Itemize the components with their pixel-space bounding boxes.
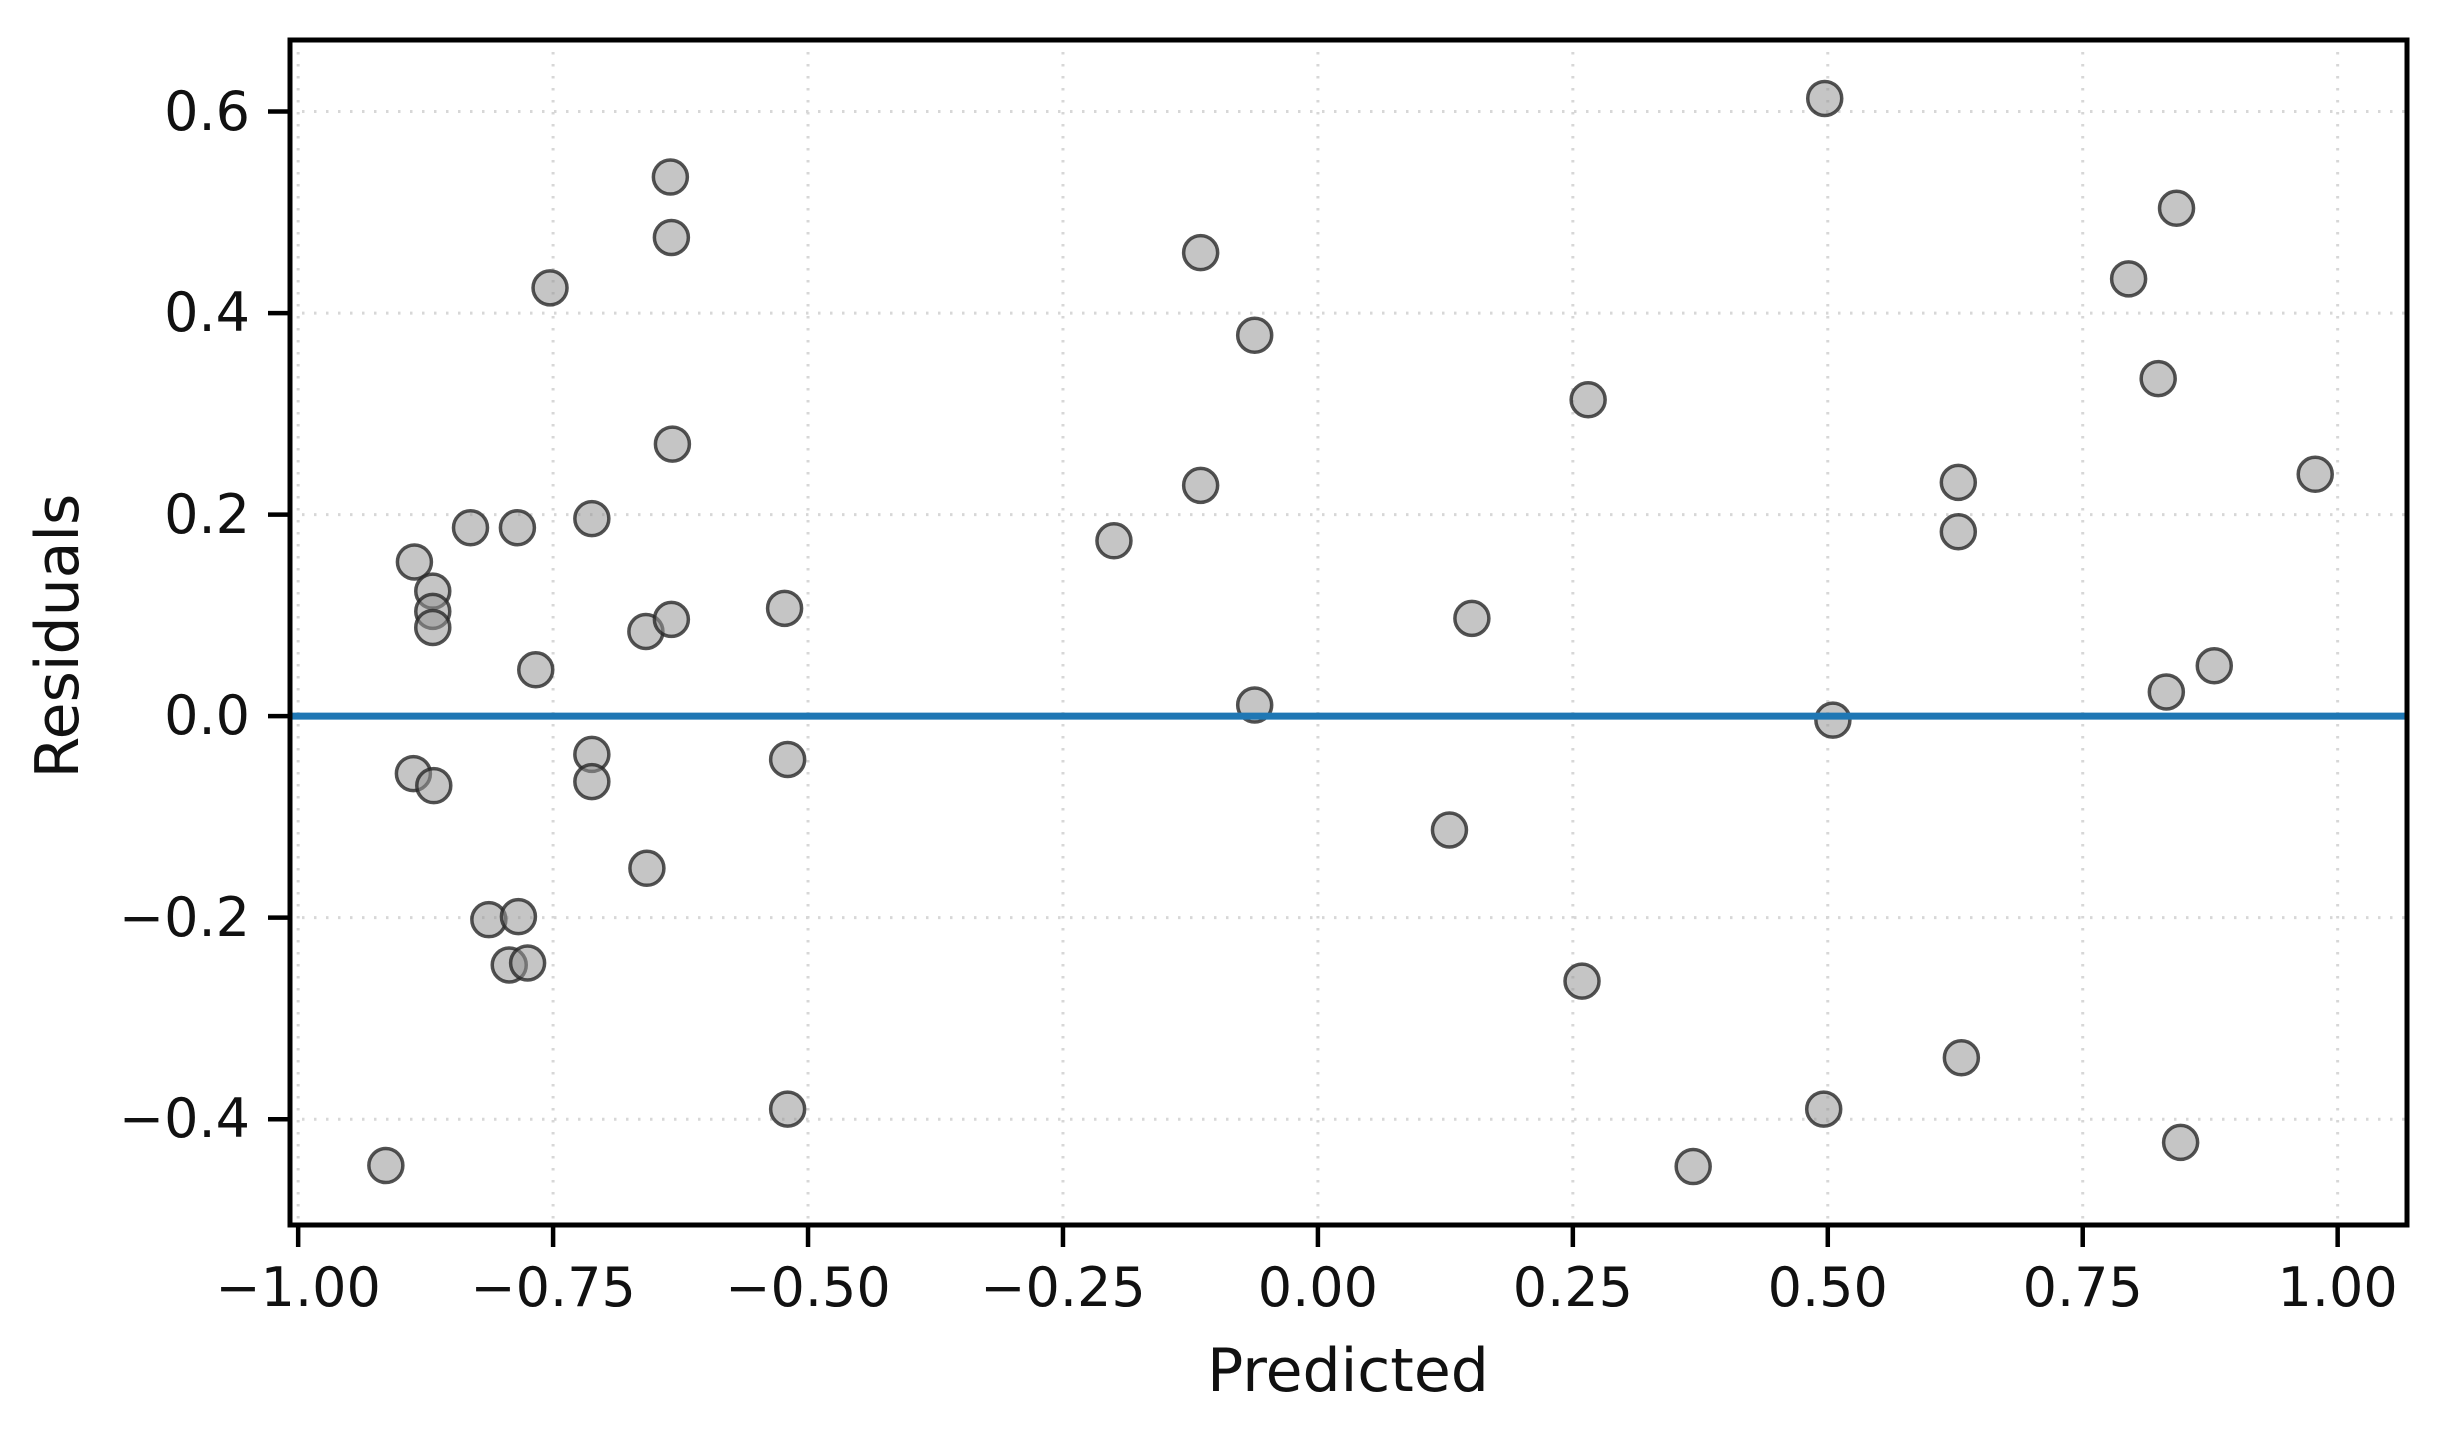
x-tick-label: 0.00 bbox=[1257, 1256, 1379, 1319]
x-tick-label: 0.75 bbox=[2022, 1256, 2143, 1319]
scatter-point bbox=[1939, 463, 1978, 502]
scatter-point bbox=[531, 269, 569, 307]
scatter-point bbox=[652, 600, 691, 639]
scatter-point bbox=[768, 740, 807, 779]
scatter-point bbox=[2195, 647, 2234, 685]
scatter-point bbox=[1181, 466, 1220, 505]
scatter-point bbox=[653, 425, 692, 463]
scatter-point bbox=[2296, 455, 2334, 494]
scatter-point bbox=[1430, 811, 1469, 849]
scatter-point bbox=[651, 158, 690, 196]
scatter-point bbox=[1939, 512, 1978, 551]
y-tick-label: 0.4 bbox=[164, 281, 250, 345]
scatter-point bbox=[652, 218, 691, 257]
x-tick-label: −0.75 bbox=[470, 1256, 636, 1319]
y-tick-label: −0.4 bbox=[118, 1087, 250, 1151]
y-tick-label: 0.0 bbox=[164, 684, 250, 748]
scatter-point bbox=[1814, 701, 1852, 739]
x-tick-label: −0.50 bbox=[725, 1256, 891, 1319]
scatter-point bbox=[1235, 316, 1274, 354]
scatter-point bbox=[2161, 1123, 2200, 1162]
scatter-point bbox=[1453, 599, 1491, 638]
x-tick-label: −1.00 bbox=[215, 1256, 381, 1319]
scatter-point bbox=[395, 543, 434, 581]
scatter-point bbox=[1942, 1038, 1981, 1077]
scatter-point bbox=[2147, 673, 2186, 711]
x-tick-label: 0.50 bbox=[1767, 1256, 1888, 1319]
scatter-point bbox=[1804, 1090, 1843, 1128]
scatter-point bbox=[628, 849, 666, 888]
scatter-point bbox=[517, 651, 555, 689]
x-axis-label: Predicted bbox=[1207, 1336, 1489, 1406]
scatter-point bbox=[1181, 233, 1220, 272]
scatter-point bbox=[499, 897, 538, 936]
scatter-point bbox=[573, 499, 611, 538]
scatter-point bbox=[367, 1146, 405, 1185]
scatter-point bbox=[1569, 380, 1607, 419]
x-tick-label: −0.25 bbox=[980, 1256, 1146, 1319]
scatter-point bbox=[1563, 962, 1601, 1000]
scatter-point bbox=[1674, 1147, 1712, 1186]
scatter-point bbox=[2109, 260, 2148, 298]
scatter-point bbox=[573, 762, 611, 801]
scatter-point bbox=[1805, 79, 1844, 118]
y-tick-label: 0.6 bbox=[164, 79, 250, 143]
y-tick-label: −0.2 bbox=[118, 885, 250, 949]
scatter-point bbox=[414, 608, 452, 647]
x-tick-label: 0.25 bbox=[1512, 1256, 1633, 1319]
scatter-point bbox=[765, 589, 804, 628]
plot-border bbox=[287, 37, 2410, 1228]
scatter-point bbox=[451, 508, 490, 547]
y-axis-label: Residuals bbox=[23, 493, 93, 779]
y-tick-label: 0.2 bbox=[164, 482, 250, 546]
scatter-point bbox=[498, 508, 537, 547]
scatter-point bbox=[508, 944, 547, 982]
scatter-point bbox=[2157, 189, 2196, 228]
scatter-point bbox=[768, 1090, 807, 1128]
x-tick-label: 1.00 bbox=[2277, 1256, 2398, 1319]
scatter-point bbox=[415, 766, 453, 805]
scatter-point bbox=[2139, 359, 2177, 398]
scatter-point bbox=[1095, 522, 1133, 560]
